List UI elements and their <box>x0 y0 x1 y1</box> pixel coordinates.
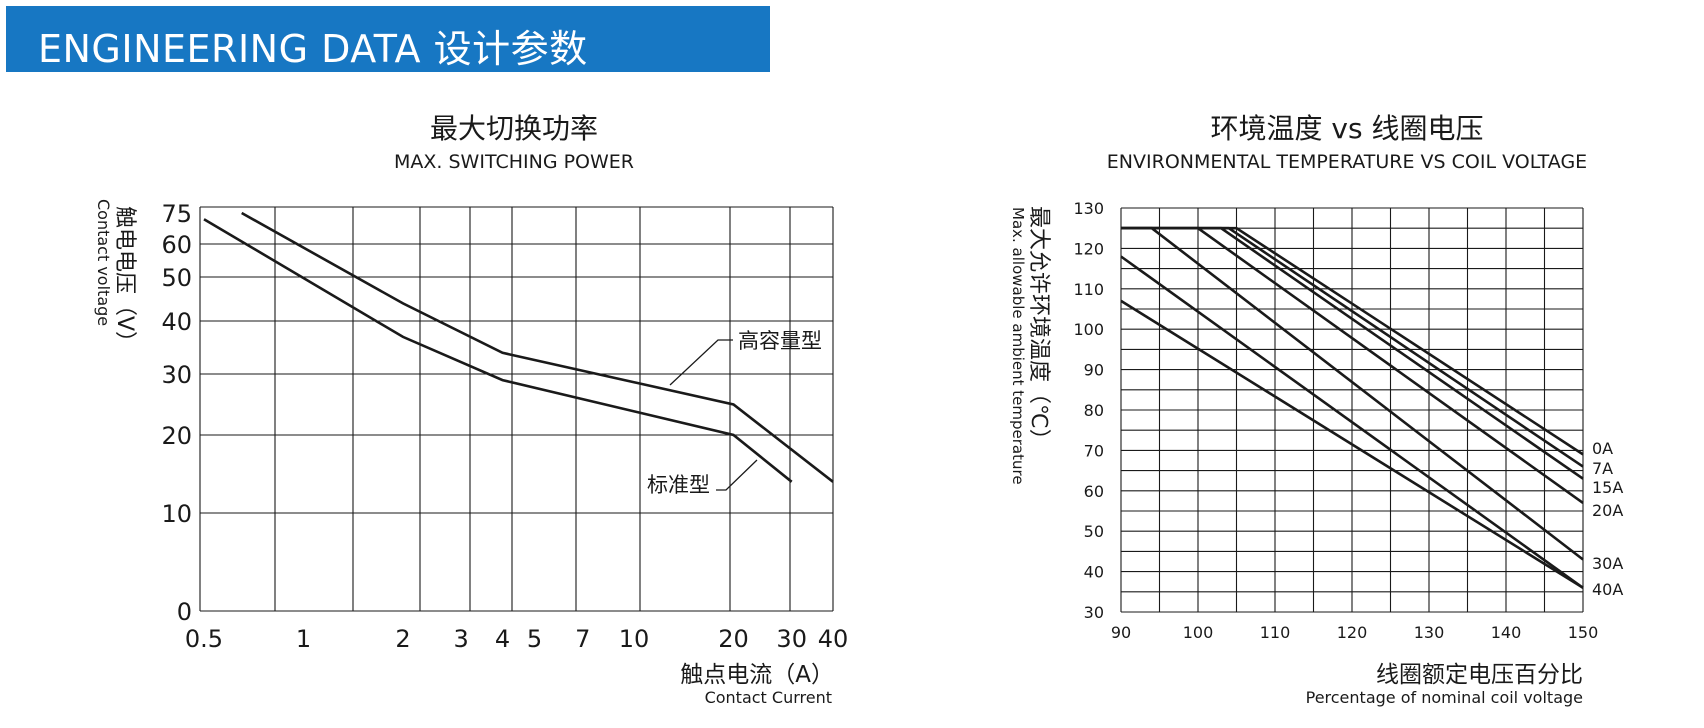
right-y-tick-label: 100 <box>1073 320 1104 339</box>
right-series-group <box>1120 226 1584 589</box>
left-series-label-standard: 标准型 <box>647 473 710 497</box>
left-x-label: 触点电流（A） <box>680 662 834 688</box>
right-series-label-30a: 30A <box>1592 554 1623 573</box>
right-series-label-15a: 15A <box>1592 478 1623 497</box>
right-x-tick-label: 150 <box>1568 623 1599 642</box>
right-series-label-20a: 20A <box>1592 501 1623 520</box>
right-series-line-unlabeled <box>1120 299 1584 589</box>
left-x-tick-label: 7 <box>575 625 590 653</box>
right-y-tick-label: 30 <box>1084 603 1104 622</box>
right-series-line-30a <box>1121 226 1584 561</box>
right-series-label-7a: 7A <box>1592 459 1613 478</box>
left-y-label: 触电电压（V） <box>112 206 137 353</box>
right-x-label-en: Percentage of nominal coil voltage <box>1306 688 1583 707</box>
left-y-label-en: Contact voltage <box>94 199 113 326</box>
right-x-tick-label: 90 <box>1111 623 1131 642</box>
right-series-label-0a: 0A <box>1592 439 1613 458</box>
left-y-tick-label: 30 <box>161 361 192 389</box>
left-x-tick-label: 5 <box>527 625 542 653</box>
left-y-tick-label: 75 <box>161 200 192 228</box>
right-y-tick-label: 120 <box>1073 239 1104 258</box>
left-x-tick-label: 2 <box>395 625 410 653</box>
right-chart-title: 环境温度 vs 线圈电压 <box>1211 112 1484 145</box>
right-x-tick-label: 130 <box>1414 623 1445 642</box>
left-x-tick-label: 40 <box>818 625 849 653</box>
left-x-tick-label: 4 <box>495 625 510 653</box>
left-series-group <box>203 211 834 483</box>
left-y-tick-label: 0 <box>177 598 192 626</box>
left-x-tick-label: 20 <box>718 625 749 653</box>
left-x-tick-label: 3 <box>454 625 469 653</box>
right-y-label-en: Max. allowable ambient temperature <box>1009 207 1027 485</box>
left-y-tick-label: 60 <box>161 231 192 259</box>
left-y-tick-label: 20 <box>161 422 192 450</box>
left-chart-title: 最大切换功率 <box>430 112 598 145</box>
right-y-label: 最大允许环境温度（℃） <box>1026 206 1051 451</box>
right-y-tick-label: 60 <box>1084 482 1104 501</box>
left-tick-labels: 0.5 1 2 3 4 5 7 10 20 30 40 0 10 20 30 40 50 60 75 <box>161 200 848 653</box>
left-y-tick-label: 40 <box>161 308 192 336</box>
left-x-tick-label: 0.5 <box>185 625 223 653</box>
left-series-line-standard <box>203 218 793 483</box>
left-y-tick-label: 50 <box>161 264 192 292</box>
section-banner: ENGINEERING DATA 设计参数 <box>6 6 770 72</box>
left-grid <box>199 206 834 612</box>
left-series-line-high-capacity <box>241 211 834 483</box>
left-x-tick-label: 30 <box>776 625 807 653</box>
right-x-label: 线圈额定电压百分比 <box>1376 662 1583 688</box>
right-x-tick-label: 100 <box>1183 623 1214 642</box>
right-y-tick-label: 130 <box>1073 199 1104 218</box>
right-y-tick-label: 70 <box>1084 441 1104 460</box>
right-tick-labels: 90 100 110 120 130 140 150 30 40 50 60 70 80 90 100 110… <box>1073 199 1598 642</box>
left-x-tick-label: 1 <box>296 625 311 653</box>
left-series-leader-high-capacity <box>669 339 733 386</box>
right-y-tick-label: 110 <box>1073 280 1104 299</box>
right-y-tick-label: 90 <box>1084 361 1104 380</box>
left-series-label-high-capacity: 高容量型 <box>738 329 822 353</box>
left-series-leader-standard <box>716 459 758 491</box>
left-y-tick-label: 10 <box>161 500 192 528</box>
right-y-tick-label: 40 <box>1084 563 1104 582</box>
right-series-label-40a: 40A <box>1592 580 1623 599</box>
right-chart-subtitle: ENVIRONMENTAL TEMPERATURE VS COIL VOLTAG… <box>1107 151 1587 173</box>
right-series-line-40a <box>1120 255 1584 589</box>
left-x-tick-label: 10 <box>619 625 650 653</box>
right-x-tick-label: 120 <box>1337 623 1368 642</box>
right-y-tick-label: 50 <box>1084 522 1104 541</box>
right-x-tick-label: 140 <box>1491 623 1522 642</box>
right-y-tick-label: 80 <box>1084 401 1104 420</box>
right-x-tick-label: 110 <box>1260 623 1291 642</box>
section-title: ENGINEERING DATA 设计参数 <box>38 27 588 71</box>
left-x-label-en: Contact Current <box>705 688 832 707</box>
left-chart-subtitle: MAX. SWITCHING POWER <box>394 151 634 173</box>
